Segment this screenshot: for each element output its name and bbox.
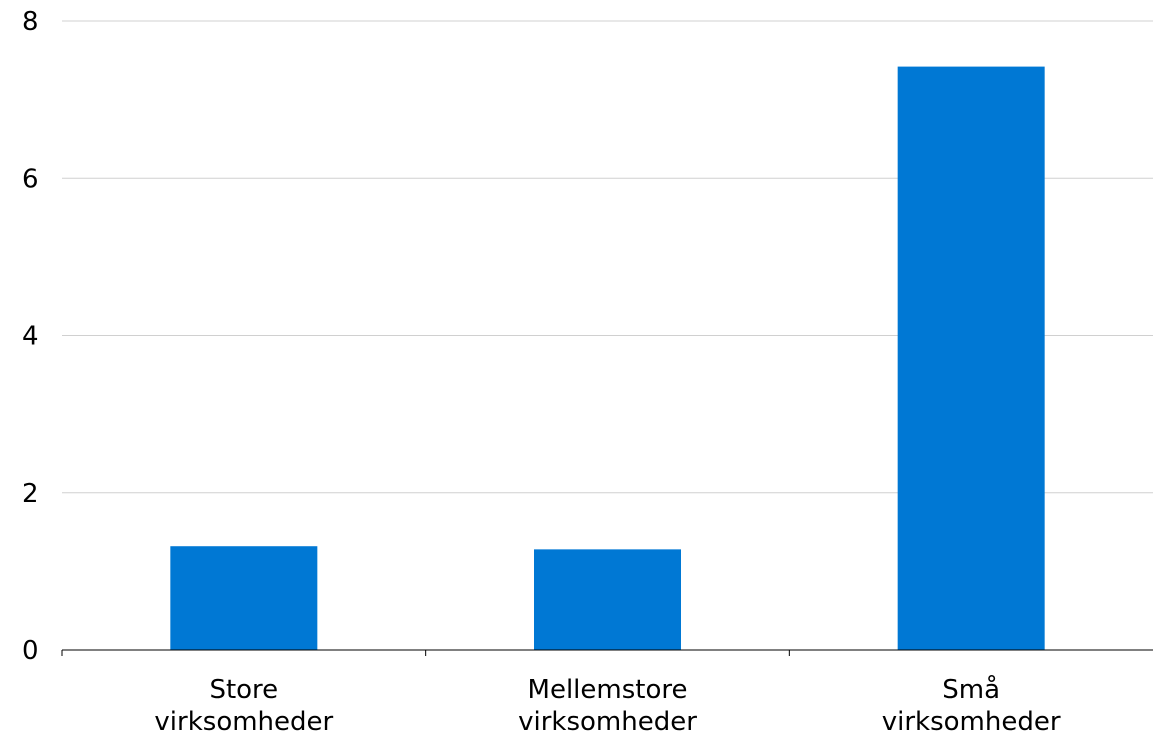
x-tick-label-line: Små [942,674,1000,705]
bar-2 [897,66,1045,651]
x-tick-label-line: virksomheder [518,707,697,737]
bar-0 [170,546,318,650]
y-tick-label-2: 2 [22,479,39,509]
y-tick-label-6: 6 [22,164,39,194]
bar-1 [534,549,681,650]
x-tick-label-line: virksomheder [154,707,333,737]
x-axis [61,649,1153,656]
y-tick-label-8: 8 [22,7,39,37]
bars [170,66,1045,651]
x-tick-label-1: Mellemstore virksomheder [518,675,697,737]
x-tick-label-0: Store virksomheder [154,675,333,737]
x-tick-label-line: virksomheder [882,707,1061,737]
x-tick-label-line: Mellemstore [528,675,688,705]
y-tick-label-4: 4 [22,322,39,352]
y-tick-label-0: 0 [22,636,39,666]
x-tick-label-line: Store [209,675,278,705]
x-tick-label-2: Små virksomheder [882,674,1061,737]
